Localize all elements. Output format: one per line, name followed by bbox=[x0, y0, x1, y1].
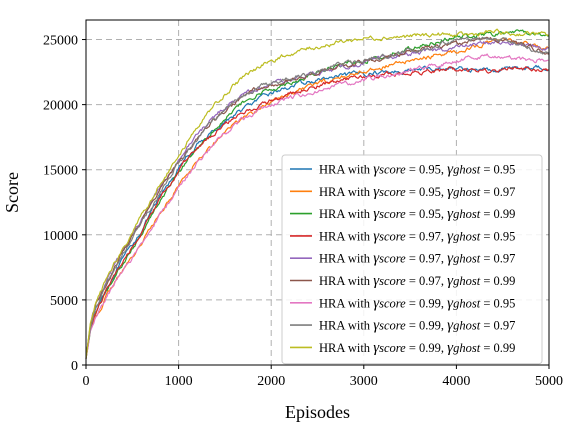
legend-text-part: score bbox=[379, 207, 406, 221]
legend-entry: HRA with γscore = 0.95, γghost = 0.95 bbox=[319, 162, 515, 178]
legend-text-part: = 0.95 bbox=[480, 296, 515, 310]
x-tick-label: 1000 bbox=[165, 374, 193, 389]
legend-text-part: score bbox=[379, 252, 406, 266]
legend-text-part: ghost bbox=[453, 341, 481, 355]
legend-text-part: = 0.97 bbox=[480, 252, 515, 266]
legend-text-part: γ bbox=[447, 184, 454, 200]
legend-text-part: = 0.99, bbox=[406, 319, 447, 333]
legend-text-part: γ bbox=[373, 251, 380, 267]
legend-text-part: γ bbox=[373, 162, 380, 178]
legend-entry: HRA with γscore = 0.95, γghost = 0.97 bbox=[319, 184, 515, 200]
legend-text-part: = 0.97 bbox=[480, 185, 515, 199]
legend-text-part: HRA with bbox=[319, 274, 373, 288]
legend-text-part: ghost bbox=[453, 319, 481, 333]
legend-text-part: HRA with bbox=[319, 207, 373, 221]
legend-text-part: γ bbox=[373, 228, 380, 244]
legend-text-part: γ bbox=[447, 318, 454, 334]
legend-text-part: = 0.95, bbox=[406, 185, 447, 199]
legend-text-part: = 0.97 bbox=[480, 319, 515, 333]
legend-entry: HRA with γscore = 0.97, γghost = 0.97 bbox=[319, 251, 515, 267]
legend-text-part: γ bbox=[447, 206, 454, 222]
legend-text-part: HRA with bbox=[319, 341, 373, 355]
plot-frame bbox=[85, 19, 550, 366]
legend-entry: HRA with γscore = 0.99, γghost = 0.99 bbox=[319, 340, 515, 356]
legend-text-part: ghost bbox=[453, 274, 481, 288]
y-tick-label: 20000 bbox=[43, 99, 78, 114]
legend-text-part: = 0.95, bbox=[406, 207, 447, 221]
legend-text-part: HRA with bbox=[319, 319, 373, 333]
legend-text-part: = 0.99, bbox=[406, 296, 447, 310]
legend-text-part: γ bbox=[447, 340, 454, 356]
legend-text-part: HRA with bbox=[319, 296, 373, 310]
legend-entry: HRA with γscore = 0.99, γghost = 0.95 bbox=[319, 295, 515, 311]
legend-text-part: = 0.99, bbox=[406, 341, 447, 355]
legend-text-part: ghost bbox=[453, 296, 481, 310]
legend-text-part: = 0.99 bbox=[480, 274, 515, 288]
x-tick-label: 3000 bbox=[350, 374, 378, 389]
legend-text-part: = 0.99 bbox=[480, 207, 515, 221]
legend-text-part: HRA with bbox=[319, 229, 373, 243]
x-tick-label: 2000 bbox=[257, 374, 285, 389]
legend-entry: HRA with γscore = 0.95, γghost = 0.99 bbox=[319, 206, 515, 222]
legend-text-part: ghost bbox=[453, 207, 481, 221]
legend-text-part: HRA with bbox=[319, 185, 373, 199]
legend-box bbox=[281, 154, 543, 365]
legend-text-part: = 0.97, bbox=[406, 252, 447, 266]
legend-text-part: γ bbox=[373, 340, 380, 356]
series-line-7 bbox=[85, 53, 549, 359]
legend-text-part: = 0.95, bbox=[406, 163, 447, 177]
legend-text-part: = 0.95 bbox=[480, 163, 515, 177]
legend-text-part: score bbox=[379, 185, 406, 199]
y-tick-label: 5000 bbox=[50, 294, 78, 309]
legend-text-part: = 0.99 bbox=[480, 341, 515, 355]
legend-text-part: score bbox=[379, 341, 406, 355]
y-axis-title: Score bbox=[2, 172, 22, 213]
y-tick-label: 0 bbox=[71, 359, 78, 374]
legend-text-part: ghost bbox=[453, 252, 481, 266]
legend-text-part: ghost bbox=[453, 163, 481, 177]
legend-text-part: = 0.95 bbox=[480, 229, 515, 243]
x-tick-label: 4000 bbox=[442, 374, 470, 389]
axis-ticks: 0 1000 2000 3000 4000 5000 0 5000 10000 15000 2000… bbox=[43, 34, 563, 389]
legend-entry: HRA with γscore = 0.97, γghost = 0.95 bbox=[319, 228, 515, 244]
x-tick-label: 0 bbox=[83, 374, 90, 389]
legend-text-part: γ bbox=[373, 184, 380, 200]
legend-entry: HRA with γscore = 0.99, γghost = 0.97 bbox=[319, 318, 515, 334]
legend-text-part: score bbox=[379, 319, 406, 333]
legend-text-part: γ bbox=[373, 318, 380, 334]
legend-text-part: ghost bbox=[453, 185, 481, 199]
legend-text-part: score bbox=[379, 163, 406, 177]
legend-text-part: γ bbox=[373, 295, 380, 311]
legend-entry: HRA with γscore = 0.97, γghost = 0.99 bbox=[319, 273, 515, 289]
series-line-9 bbox=[85, 28, 549, 359]
series-lines bbox=[85, 28, 549, 359]
legend-text-part: HRA with bbox=[319, 252, 373, 266]
legend-text-part: score bbox=[379, 274, 406, 288]
legend-text-part: γ bbox=[447, 162, 454, 178]
series-line-8 bbox=[85, 36, 549, 359]
legend-text-part: γ bbox=[447, 251, 454, 267]
legend-text-part: ghost bbox=[453, 229, 481, 243]
x-tick-label: 5000 bbox=[535, 374, 563, 389]
legend-text-part: γ bbox=[447, 228, 454, 244]
legend-text-part: γ bbox=[373, 206, 380, 222]
x-axis-title: Episodes bbox=[285, 402, 350, 422]
series-line-2 bbox=[85, 37, 549, 359]
legend-text-part: γ bbox=[447, 295, 454, 311]
y-tick-label: 15000 bbox=[43, 164, 78, 179]
series-line-4 bbox=[85, 66, 549, 359]
legend-text-part: HRA with bbox=[319, 163, 373, 177]
legend-text-part: γ bbox=[373, 273, 380, 289]
legend-text-part: = 0.97, bbox=[406, 274, 447, 288]
legend-text-part: = 0.97, bbox=[406, 229, 447, 243]
y-tick-label: 25000 bbox=[43, 34, 78, 49]
legend-text-part: score bbox=[379, 229, 406, 243]
legend-text-part: score bbox=[379, 296, 406, 310]
legend: HRA with γscore = 0.95, γghost = 0.95HRA… bbox=[281, 154, 543, 365]
series-line-1 bbox=[85, 64, 549, 359]
legend-text-part: γ bbox=[447, 273, 454, 289]
y-tick-label: 10000 bbox=[43, 229, 78, 244]
